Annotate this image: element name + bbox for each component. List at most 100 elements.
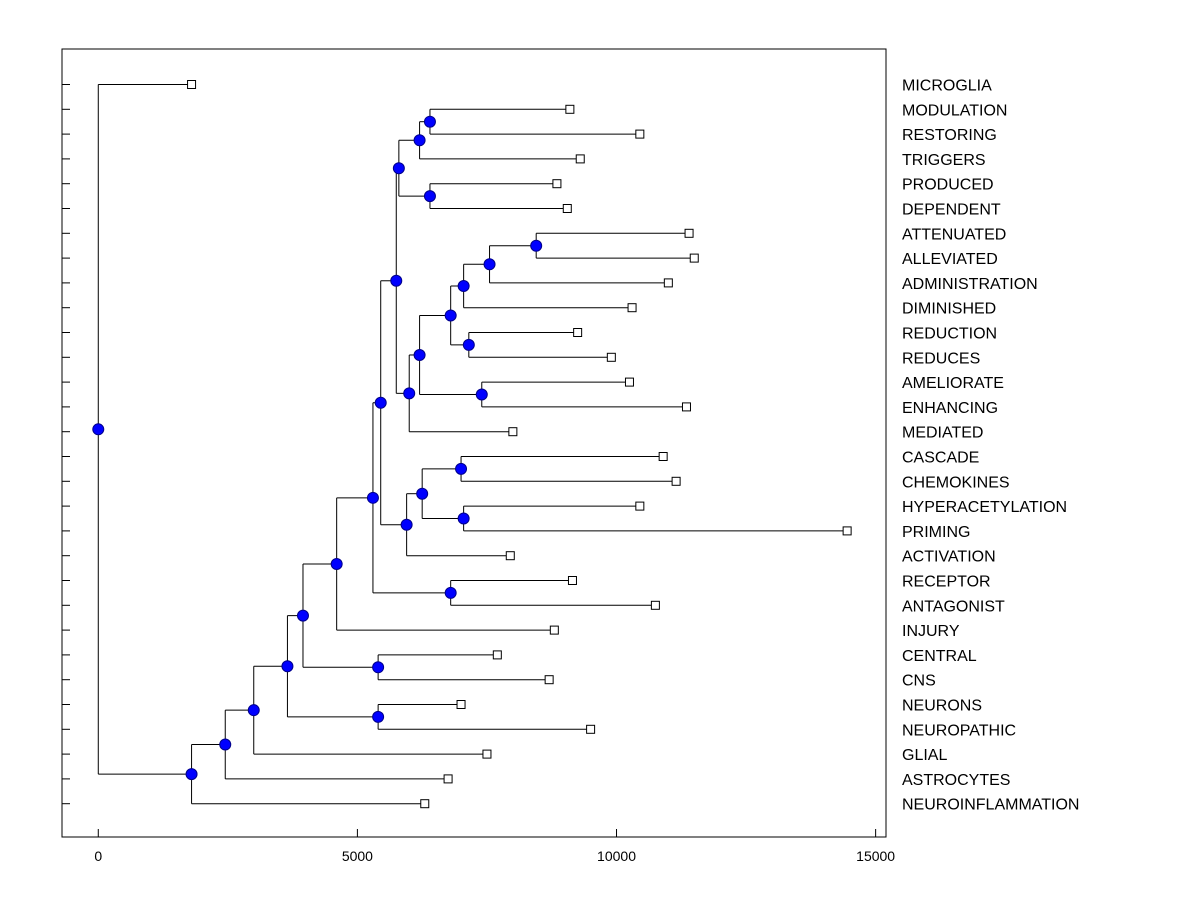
leaf-label-ameliorate: AMELIORATE [902,375,1004,392]
leaf-label-central: CENTRAL [902,648,977,665]
leaf-label-microglia: MICROGLIA [902,78,992,95]
merge-node-i [444,309,457,322]
leaf-marker-restoring [635,129,645,139]
leaf-label-cascade: CASCADE [902,450,979,467]
leaf-marker-chemokines [671,476,681,486]
merge-node-aa [219,738,232,751]
x-tick-label-5000: 5000 [342,848,373,864]
leaf-label-neurons: NEURONS [902,698,982,715]
leaf-label-receptor: RECEPTOR [902,574,991,591]
merge-node-y [281,660,294,673]
merge-node-root [92,423,105,436]
leaf-label-glial: GLIAL [902,747,947,764]
merge-node-d [392,162,405,175]
leaf-marker-microglia [187,80,197,89]
merge-node-k [413,348,426,361]
merge-node-m [390,274,403,287]
leaf-marker-priming [842,526,852,536]
merge-node-b [413,134,426,147]
leaf-label-administration: ADMINISTRATION [902,276,1038,293]
leaf-marker-central [492,650,502,660]
leaf-marker-reduction [573,328,583,337]
leaf-ticks [62,84,70,805]
merge-node-z [247,704,260,717]
merge-node-p [416,487,429,500]
leaf-marker-hyperacetylation [635,501,645,511]
merge-node-t [366,491,379,504]
merge-node-j [475,388,488,401]
merge-nodes [92,115,543,781]
merge-node-s [444,586,457,599]
x-axis: 0 5000 10000 15000 [94,829,895,864]
leaf-marker-alleviated [689,253,699,263]
x-tick-label-0: 0 [94,848,102,864]
leaf-marker-reduces [606,352,616,362]
leaf-marker-diminished [627,303,637,313]
leaf-marker-administration [663,278,673,288]
leaf-marker-modulation [565,104,575,114]
leaf-label-triggers: TRIGGERS [902,152,986,169]
leaf-label-produced: PRODUCED [902,177,994,194]
leaf-label-enhancing: ENHANCING [902,400,998,417]
leaf-label-neuropathic: NEUROPATHIC [902,722,1016,739]
leaf-marker-neuropathic [586,724,596,734]
leaf-label-reduces: REDUCES [902,350,980,367]
merge-node-c [423,190,436,203]
merge-node-f [483,258,496,271]
leaf-label-dependent: DEPENDENT [902,202,1001,219]
leaf-marker-receptor [567,576,577,585]
merge-node-o [457,512,470,525]
plot-frame [61,48,887,838]
leaf-marker-activation [505,551,515,561]
leaf-marker-produced [552,179,562,189]
leaf-markers [187,80,852,809]
leaf-marker-ameliorate [624,377,634,387]
merge-node-r [374,396,387,409]
merge-node-e [530,239,543,252]
leaf-label-injury: INJURY [902,623,960,640]
leaf-marker-cascade [658,452,668,461]
merge-node-v [372,661,385,674]
leaf-label-chemokines: CHEMOKINES [902,474,1010,491]
merge-node-a [423,115,436,128]
leaf-label-neuroinflammation: NEUROINFLAMMATION [902,797,1079,814]
leaf-label-modulation: MODULATION [902,102,1007,119]
leaf-label-mediated: MEDIATED [902,425,983,442]
leaf-label-astrocytes: ASTROCYTES [902,772,1010,789]
leaf-label-activation: ACTIVATION [902,549,996,566]
merge-node-n [455,462,468,475]
merge-node-l [403,387,416,400]
x-tick-label-15000: 15000 [856,848,895,864]
leaf-label-priming: PRIMING [902,524,970,541]
leaf-label-diminished: DIMINISHED [902,301,996,318]
leaf-marker-injury [549,625,559,635]
merge-node-u [330,557,343,570]
leaf-label-antagonist: ANTAGONIST [902,598,1005,615]
leaf-label-alleviated: ALLEVIATED [902,251,998,268]
leaf-marker-cns [544,675,554,685]
leaf-label-attenuated: ATTENUATED [902,226,1006,243]
leaf-marker-neuroinflammation [420,799,430,809]
leaf-marker-attenuated [684,228,694,238]
leaf-marker-glial [482,749,492,759]
merge-node-q [400,518,413,531]
x-tick-label-10000: 10000 [597,848,636,864]
leaf-label-hyperacetylation: HYPERACETYLATION [902,499,1067,516]
leaf-label-reduction: REDUCTION [902,326,997,343]
merge-node-h [462,338,475,351]
merge-node-g [457,280,470,292]
merge-node-x [372,710,385,723]
leaf-marker-neurons [456,700,466,709]
leaf-marker-enhancing [681,402,691,412]
leaf-labels: MICROGLIA MODULATION RESTORING TRIGGERS PROD… [902,78,1079,814]
merge-node-w [296,609,309,622]
branch-lines [97,84,848,805]
leaf-marker-dependent [562,204,572,213]
leaf-marker-triggers [575,154,585,164]
leaf-marker-antagonist [650,600,660,610]
leaf-label-restoring: RESTORING [902,127,997,144]
merge-node-ab [185,768,198,781]
leaf-marker-astrocytes [443,774,453,784]
leaf-marker-mediated [508,427,518,437]
